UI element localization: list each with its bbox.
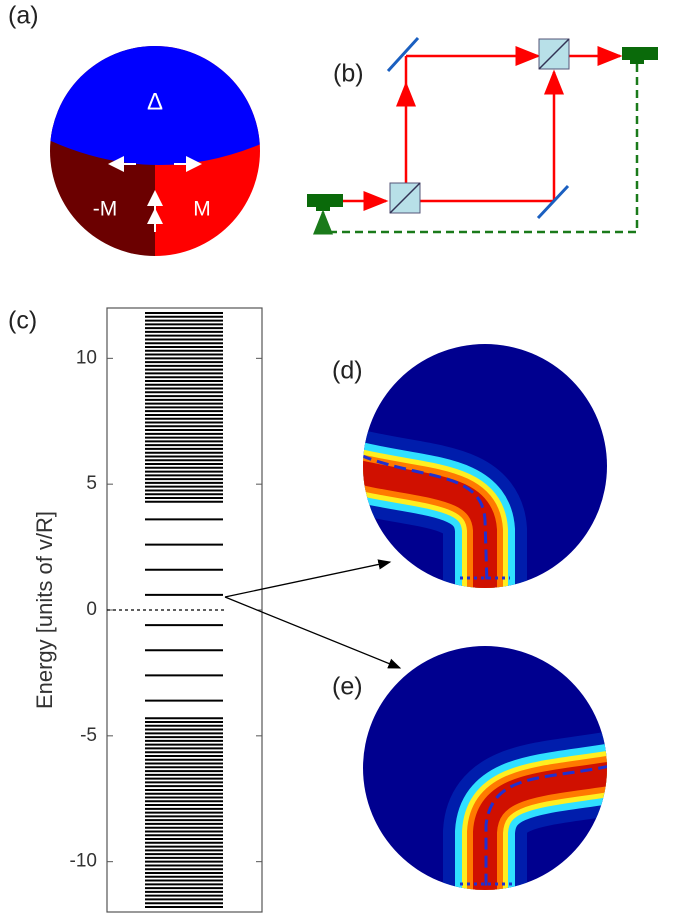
y-tick-label: -5 — [80, 725, 97, 746]
region-label: -M — [93, 198, 118, 221]
panel-d: (d) — [332, 344, 607, 600]
panel-a: (a) Δ -M M — [8, 2, 270, 270]
y-tick-label: 5 — [86, 473, 97, 494]
beam-splitter — [390, 39, 569, 213]
y-tick-label: 10 — [76, 347, 97, 368]
panel-c: (c) Energy [units of v/R] 10 5 0 -5 -10 — [8, 307, 262, 912]
y-tick-label: -10 — [70, 851, 97, 872]
panel-e: (e) — [332, 646, 620, 900]
y-axis-label: Energy [units of v/R] — [32, 511, 57, 709]
region-label: M — [193, 198, 211, 221]
y-tick-label: 0 — [86, 599, 97, 620]
pointer-arrows — [225, 562, 400, 668]
panel-label: (c) — [8, 307, 37, 335]
plot-frame — [107, 308, 262, 912]
region-label: Δ — [147, 88, 163, 115]
panel-label: (b) — [333, 60, 364, 88]
figure: (a) Δ -M M (b) — [0, 0, 673, 919]
feedback-line — [323, 64, 637, 232]
panel-label: (a) — [8, 2, 39, 30]
beams — [340, 56, 620, 201]
panel-label: (d) — [332, 357, 363, 385]
panel-b: (b) — [307, 38, 658, 232]
panel-label: (e) — [332, 673, 363, 701]
